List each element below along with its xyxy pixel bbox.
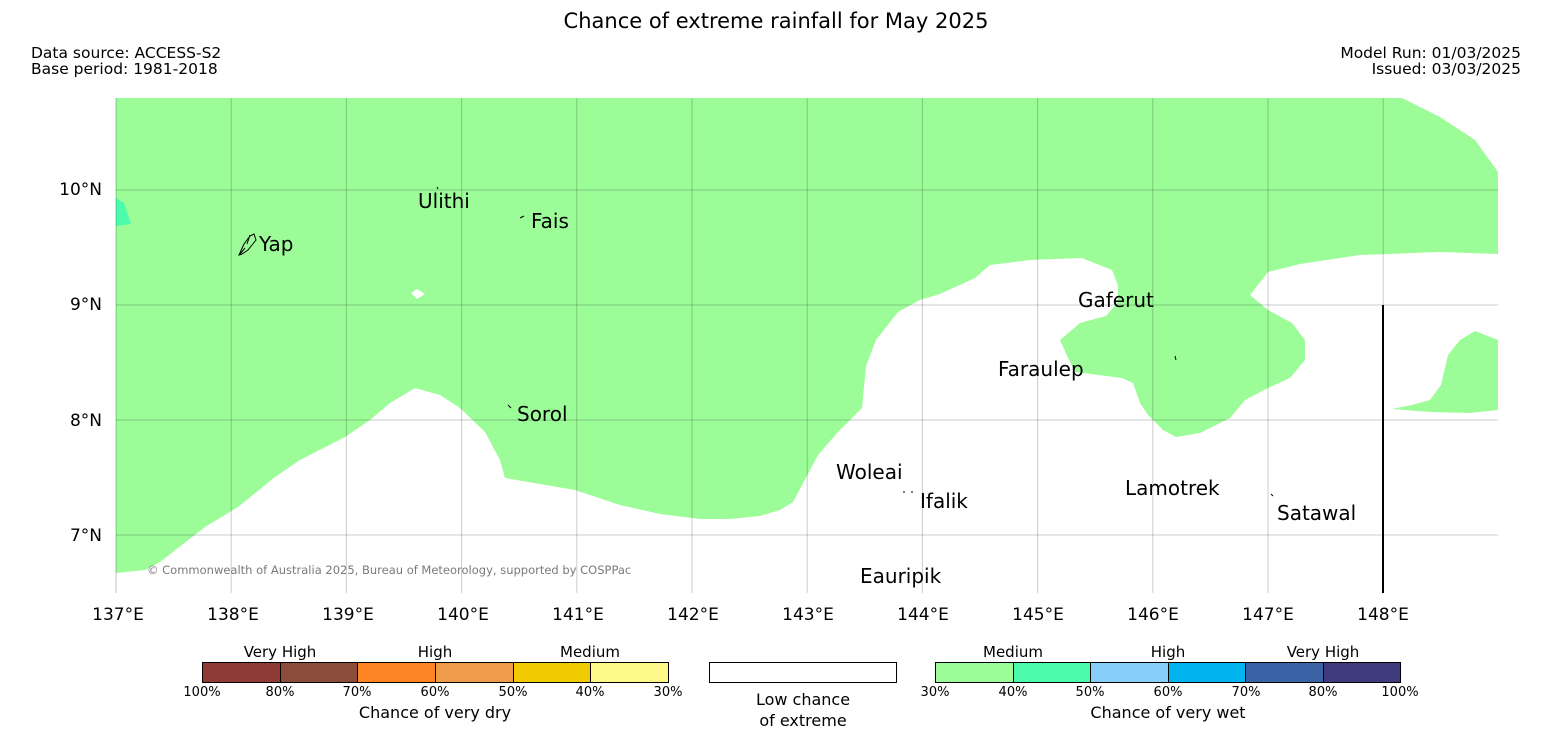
medium-wet-patch-east	[1392, 331, 1498, 413]
wet-category-label: Medium	[983, 643, 1043, 661]
dry-tick: 50%	[498, 685, 528, 700]
small-island-east	[1174, 355, 1177, 361]
model-run-text: Model Run: 01/03/2025	[1340, 44, 1521, 62]
low-chance-line2: of extreme	[759, 711, 847, 730]
wet-category-label: High	[1150, 643, 1186, 661]
low-chance-line1: Low chance	[755, 690, 851, 709]
dry-swatch	[436, 663, 514, 682]
dry-legend-title: Chance of very dry	[358, 703, 512, 722]
wet-40-50-patch	[116, 198, 131, 226]
dry-tick: 60%	[420, 685, 450, 700]
satawal-island	[1270, 493, 1274, 497]
lon-label: 148°E	[1357, 605, 1409, 625]
wet-tick: 30%	[920, 685, 950, 700]
place-label-eauripik: Eauripik	[860, 564, 942, 588]
dry-category-label: Medium	[560, 643, 620, 661]
dry-swatch	[280, 663, 359, 682]
issued-text: Issued: 03/03/2025	[1371, 60, 1521, 78]
yap-island	[238, 233, 257, 256]
place-label-sorol: Sorol	[517, 402, 568, 426]
lon-label: 140°E	[437, 605, 489, 625]
low-chance-label: Low chance of extreme	[756, 689, 850, 731]
lon-label: 142°E	[667, 605, 719, 625]
lon-label: 139°E	[322, 605, 374, 625]
medium-wet-region	[116, 98, 1498, 573]
wet-swatch	[1323, 663, 1400, 682]
low-chance-swatch	[709, 662, 897, 683]
lon-label: 146°E	[1127, 605, 1179, 625]
place-label-faraulep: Faraulep	[998, 357, 1084, 381]
data-source-text: Data source: ACCESS-S2	[31, 44, 222, 62]
wet-colorbar	[935, 662, 1401, 683]
map-title: Chance of extreme rainfall for May 2025	[563, 9, 989, 33]
place-label-woleai: Woleai	[836, 460, 903, 484]
dry-tick: 70%	[342, 685, 372, 700]
wet-swatch	[1246, 663, 1324, 682]
lat-label: 9°N	[70, 295, 102, 315]
lat-label: 7°N	[70, 526, 102, 546]
sorol-island	[507, 404, 512, 409]
dry-category-label: Very High	[243, 643, 317, 661]
dry-tick: 100%	[183, 685, 221, 700]
wet-swatch	[936, 663, 1014, 682]
dry-tick: 30%	[653, 685, 683, 700]
dry-category-label: High	[417, 643, 453, 661]
lon-label: 137°E	[92, 605, 144, 625]
copyright-text: © Commonwealth of Australia 2025, Bureau…	[147, 563, 631, 577]
fais-island	[519, 215, 525, 219]
wet-swatch	[1091, 663, 1169, 682]
place-label-yap: Yap	[258, 232, 293, 256]
place-label-fais: Fais	[531, 209, 569, 233]
lon-label: 147°E	[1242, 605, 1294, 625]
lat-label: 8°N	[70, 411, 102, 431]
lon-label: 144°E	[897, 605, 949, 625]
wet-category-label: Very High	[1286, 643, 1360, 661]
place-label-lamotrek: Lamotrek	[1125, 476, 1220, 500]
lon-label: 138°E	[207, 605, 259, 625]
place-label-ulithi: Ulithi	[418, 189, 470, 213]
dry-colorbar	[202, 662, 669, 683]
dry-swatch	[358, 663, 437, 682]
wet-tick: 50%	[1075, 685, 1105, 700]
dry-tick: 40%	[575, 685, 605, 700]
dry-tick: 80%	[265, 685, 295, 700]
lat-label: 10°N	[59, 180, 102, 200]
lon-label: 145°E	[1012, 605, 1064, 625]
base-period-text: Base period: 1981-2018	[31, 60, 218, 78]
wet-tick: 60%	[1153, 685, 1183, 700]
wet-swatch	[1168, 663, 1246, 682]
wet-tick: 100%	[1381, 685, 1419, 700]
wet-tick: 80%	[1308, 685, 1338, 700]
place-label-gaferut: Gaferut	[1078, 288, 1154, 312]
wet-legend-title: Chance of very wet	[1090, 703, 1246, 722]
lon-label: 143°E	[782, 605, 834, 625]
wet-tick: 70%	[1231, 685, 1261, 700]
dry-swatch	[203, 663, 281, 682]
place-label-satawal: Satawal	[1277, 501, 1356, 525]
islands	[238, 186, 1274, 497]
ulithi-island	[436, 186, 439, 190]
lon-label: 141°E	[552, 605, 604, 625]
place-label-ifalik: Ifalik	[920, 489, 968, 513]
wet-tick: 40%	[998, 685, 1028, 700]
dry-swatch	[513, 663, 592, 682]
dry-swatch	[591, 663, 669, 682]
wet-swatch	[1013, 663, 1091, 682]
